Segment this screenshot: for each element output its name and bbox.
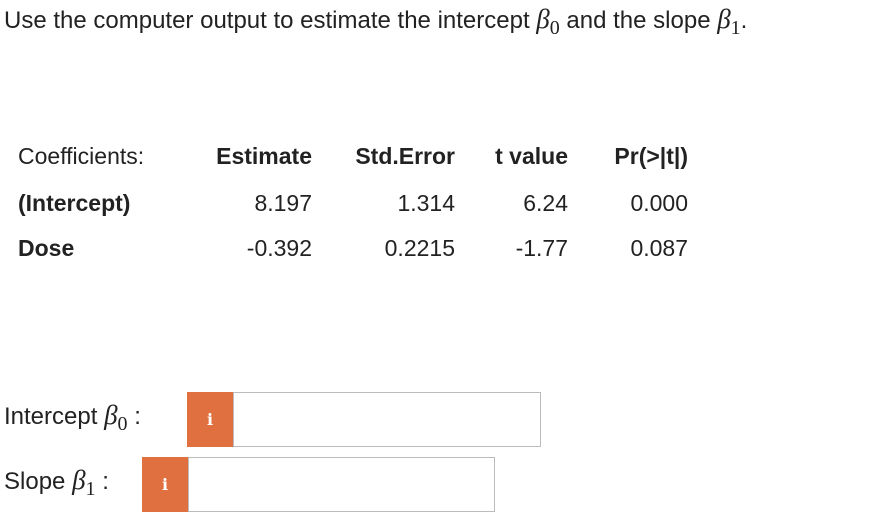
question-text: and the slope bbox=[566, 7, 711, 34]
table-cell: Pr(>|t|) bbox=[614, 143, 688, 169]
question-text: . bbox=[740, 7, 748, 34]
info-icon[interactable]: i bbox=[142, 457, 188, 512]
table-cell: Dose bbox=[18, 235, 75, 261]
colon: : bbox=[134, 403, 141, 430]
subscript: 1 bbox=[730, 16, 741, 39]
label-text: Intercept bbox=[4, 403, 98, 430]
info-icon[interactable]: i bbox=[187, 392, 233, 447]
symbol: β bbox=[717, 4, 731, 34]
table-cell: 0.087 bbox=[630, 235, 688, 261]
subscript: 1 bbox=[85, 477, 96, 500]
text-input[interactable] bbox=[233, 392, 541, 447]
table-cell: -1.77 bbox=[515, 235, 568, 261]
table-cell: (Intercept) bbox=[18, 190, 131, 216]
table-cell: t value bbox=[495, 143, 568, 169]
answer-label: Slope β1 : bbox=[4, 465, 109, 501]
table-cell: 6.24 bbox=[523, 190, 568, 216]
table-cell: -0.392 bbox=[246, 235, 312, 261]
table-cell: 0.2215 bbox=[384, 235, 455, 261]
subscript: 0 bbox=[549, 16, 560, 39]
symbol: β bbox=[536, 4, 550, 34]
answer-label: Intercept β0 : bbox=[4, 400, 141, 436]
subscript: 0 bbox=[117, 412, 128, 435]
colon: : bbox=[102, 468, 109, 495]
symbol: β bbox=[104, 400, 118, 430]
symbol: β bbox=[72, 465, 86, 495]
table-cell: 1.314 bbox=[397, 190, 455, 216]
table-cell: 8.197 bbox=[254, 190, 312, 216]
table-cell: 0.000 bbox=[630, 190, 688, 216]
table-cell: Coefficients: bbox=[18, 143, 145, 169]
question-text: Use the computer output to estimate the … bbox=[4, 7, 530, 34]
text-input[interactable] bbox=[188, 457, 495, 512]
question: Use the computer output to estimate the … bbox=[4, 4, 747, 40]
table-cell: Std.Error bbox=[355, 143, 455, 169]
label-text: Slope bbox=[4, 468, 66, 495]
table-cell: Estimate bbox=[216, 143, 312, 169]
